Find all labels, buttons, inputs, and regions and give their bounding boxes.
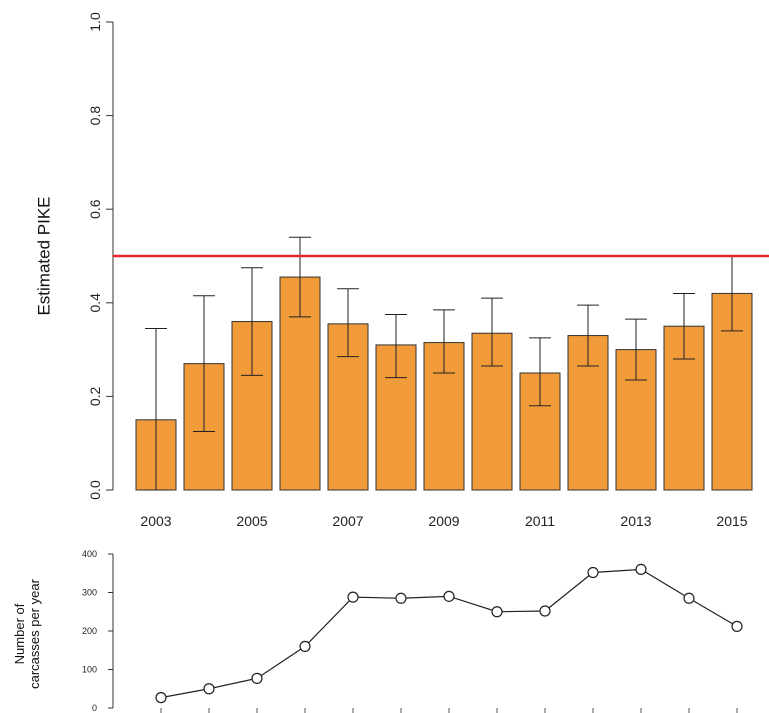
y-tick-label: 100 <box>82 665 97 675</box>
y-tick-label: 400 <box>82 549 97 559</box>
y-tick-label: 0.6 <box>87 199 103 219</box>
data-point <box>155 692 167 704</box>
data-point <box>539 605 551 617</box>
x-tick-label: 2003 <box>140 513 171 529</box>
y-tick-label: 300 <box>82 588 97 598</box>
data-point <box>203 683 215 695</box>
x-tick-label: 2013 <box>620 513 651 529</box>
carcass-line-panel: 0 100 200 300 400 Number ofcarcasses per year <box>12 549 743 713</box>
y-tick-label: 1.0 <box>87 12 103 32</box>
y-tick-label: 0.8 <box>87 106 103 126</box>
data-point <box>347 591 359 603</box>
data-point <box>299 640 311 653</box>
pike-bar-panel: 0.0 0.2 0.4 0.6 0.8 1.0 Estimated PIKE 2003 2005… <box>35 12 769 529</box>
y-tick-label: 200 <box>82 626 97 636</box>
y-axis-title: Estimated PIKE <box>35 196 54 315</box>
y-tick-label: 0.0 <box>87 480 103 500</box>
data-point <box>443 590 455 602</box>
x-tick-label: 2011 <box>525 513 555 529</box>
x-tick-label: 2009 <box>428 513 459 529</box>
y-tick-label: 0.4 <box>87 293 103 313</box>
x-tick-label: 2005 <box>236 513 267 529</box>
y-axis-title: Number ofcarcasses per year <box>12 578 42 688</box>
data-point <box>683 592 695 604</box>
x-tick-label: 2015 <box>716 513 747 529</box>
data-point <box>587 566 599 579</box>
y-tick-label: 0.2 <box>87 386 103 406</box>
data-point <box>731 620 743 632</box>
data-point <box>395 592 407 604</box>
data-point <box>491 606 503 618</box>
y-tick-label: 0 <box>92 703 97 713</box>
data-point <box>635 563 647 576</box>
x-tick-label: 2007 <box>332 513 363 529</box>
data-point <box>251 672 263 684</box>
series-line <box>160 568 738 699</box>
